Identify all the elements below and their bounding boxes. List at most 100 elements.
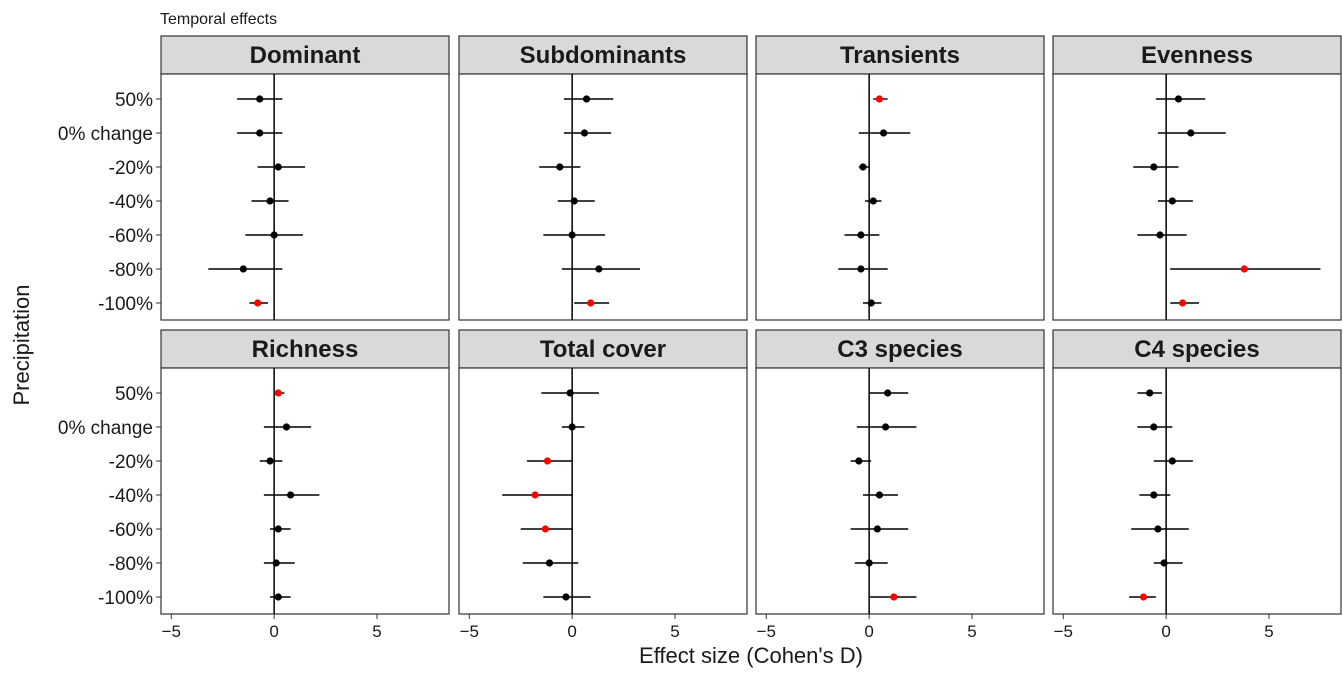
point — [256, 129, 264, 137]
point-significant — [1139, 593, 1148, 601]
point — [595, 265, 603, 273]
facet-strip — [458, 329, 748, 369]
point — [274, 163, 282, 171]
point — [568, 423, 576, 431]
y-tick-label: -60% — [109, 520, 153, 541]
facet-strip — [1052, 329, 1342, 369]
plot-title: Temporal effects — [160, 11, 277, 28]
point — [857, 265, 865, 273]
y-tick-label: -60% — [109, 226, 153, 247]
x-tick-label: −5 — [1054, 622, 1073, 641]
y-tick-label: -80% — [109, 554, 153, 575]
panel-border — [160, 73, 450, 321]
point — [857, 231, 865, 239]
point — [1150, 491, 1158, 499]
point — [867, 299, 875, 307]
facet-panel: Total cover −5 0 5 — [458, 329, 748, 641]
point — [1168, 457, 1176, 465]
point-significant — [274, 389, 282, 397]
point — [272, 559, 280, 567]
facet-panel: Evenness — [1052, 35, 1342, 321]
facet-strip — [160, 35, 450, 75]
panel-border — [1052, 73, 1342, 321]
point — [274, 525, 282, 533]
point — [1187, 129, 1195, 137]
point — [580, 129, 589, 137]
point — [562, 593, 570, 601]
y-axis-title: Precipitation — [9, 284, 34, 405]
point — [1154, 525, 1162, 533]
facet-strip-label: C3 species — [837, 336, 962, 363]
facet-strip — [1052, 35, 1342, 75]
facet-panel: Dominant 50% 0% change -20% -40% -60% -80% -100… — [58, 35, 450, 321]
point-significant — [543, 457, 552, 465]
x-tick-label: −5 — [162, 622, 181, 641]
point — [556, 163, 564, 171]
panel-border — [458, 367, 748, 615]
facet-strip — [160, 329, 450, 369]
panel-border — [160, 367, 450, 615]
point — [1146, 389, 1154, 397]
facet-strip-label: Evenness — [1141, 42, 1253, 69]
point-significant — [890, 593, 898, 601]
x-tick-label: 5 — [1264, 622, 1273, 641]
y-tick-label: -20% — [109, 158, 153, 179]
facet-panel: Subdominants — [458, 35, 748, 321]
point — [873, 525, 881, 533]
point — [1156, 231, 1164, 239]
x-axis-title: Effect size (Cohen's D) — [639, 643, 863, 668]
point — [287, 491, 295, 499]
point — [270, 231, 278, 239]
facet-strip-label: C4 species — [1134, 336, 1259, 363]
point — [239, 265, 247, 273]
point-significant — [531, 491, 539, 499]
y-tick-label: 0% change — [58, 418, 153, 439]
y-tick-label: -20% — [109, 452, 153, 473]
facet-strip — [458, 35, 748, 75]
facet-strip-label: Subdominants — [520, 42, 687, 69]
point — [875, 491, 884, 499]
point — [884, 389, 892, 397]
point — [274, 593, 282, 601]
point — [1174, 95, 1183, 103]
point — [568, 231, 576, 239]
x-tick-label: 0 — [864, 622, 873, 641]
x-tick-label: 0 — [269, 622, 278, 641]
point — [1168, 197, 1176, 205]
point — [570, 197, 578, 205]
point-significant — [1240, 265, 1248, 273]
facet-panels: Dominant 50% 0% change -20% -40% -60% -80% -100… — [58, 35, 1342, 641]
facet-strip — [755, 329, 1045, 369]
x-tick-label: 5 — [372, 622, 381, 641]
point — [266, 197, 274, 205]
point-significant — [1179, 299, 1187, 307]
point — [879, 129, 888, 137]
y-tick-label: 0% change — [58, 124, 153, 145]
x-tick-label: −5 — [460, 622, 479, 641]
point — [1150, 163, 1158, 171]
facet-strip-label: Richness — [252, 336, 359, 363]
point — [282, 423, 291, 431]
y-tick-label: 50% — [115, 90, 153, 111]
point — [869, 197, 877, 205]
facet-panel: C4 species −5 0 5 — [1052, 329, 1342, 641]
point — [859, 163, 867, 171]
facet-panel: C3 species −5 0 5 — [755, 329, 1045, 641]
point — [266, 457, 274, 465]
x-tick-label: 5 — [967, 622, 976, 641]
point — [865, 559, 873, 567]
facet-strip-label: Total cover — [540, 336, 666, 363]
point — [1150, 423, 1158, 431]
x-tick-label: 0 — [1161, 622, 1170, 641]
point-significant — [254, 299, 262, 307]
y-tick-label: -40% — [109, 486, 153, 507]
panel-border — [755, 73, 1045, 321]
panel-border — [458, 73, 748, 321]
x-tick-label: −5 — [757, 622, 776, 641]
panel-border — [1052, 367, 1342, 615]
point-significant — [541, 525, 550, 533]
x-tick-label: 5 — [670, 622, 679, 641]
point-significant — [587, 299, 595, 307]
point — [545, 559, 554, 567]
